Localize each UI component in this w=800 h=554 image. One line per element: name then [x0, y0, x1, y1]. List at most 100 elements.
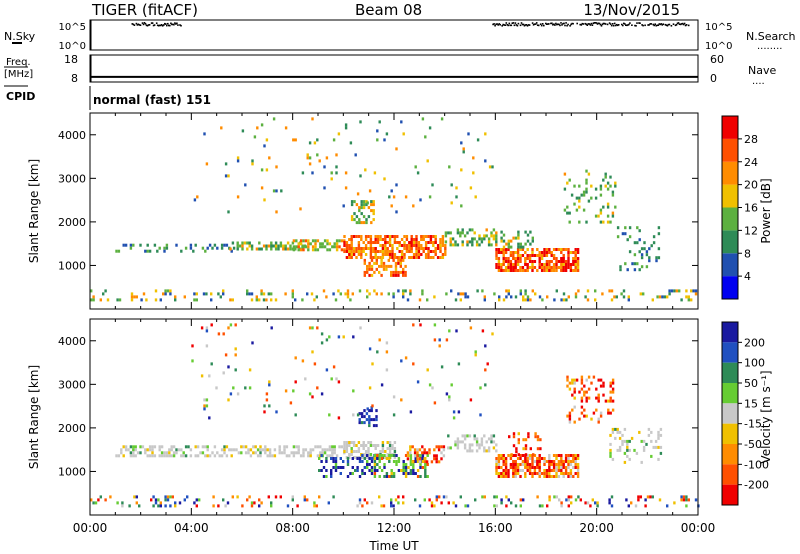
data-cell [536, 254, 539, 257]
data-cell [487, 437, 491, 441]
data-cell [473, 231, 476, 235]
data-cell [519, 248, 522, 251]
data-cell [531, 463, 534, 466]
data-cell [408, 247, 411, 250]
data-cell [240, 445, 243, 449]
data-cell [582, 208, 586, 212]
data-cell [367, 206, 371, 210]
data-cell [621, 442, 624, 446]
data-cell [519, 269, 522, 272]
data-cell [444, 244, 447, 247]
data-cell [325, 475, 328, 478]
data-cell [346, 295, 350, 299]
data-cell [507, 292, 510, 296]
data-cell [424, 463, 427, 466]
data-cell [311, 350, 314, 354]
data-cell [358, 412, 361, 416]
data-cell [342, 460, 345, 463]
data-cell [314, 242, 317, 246]
data-cell [409, 448, 412, 452]
data-cell [388, 235, 392, 238]
data-cell [433, 457, 436, 461]
data-cell [563, 172, 567, 176]
nsky-point [676, 22, 679, 25]
data-cell [304, 448, 308, 452]
data-cell [342, 204, 345, 208]
data-cell [618, 448, 622, 452]
data-cell [353, 212, 356, 216]
data-cell [555, 269, 558, 272]
data-cell [440, 501, 443, 505]
data-cell [297, 245, 300, 249]
data-cell [288, 454, 291, 458]
data-cell [456, 446, 460, 450]
data-cell [528, 266, 532, 269]
data-cell [433, 295, 436, 299]
data-cell [545, 460, 549, 463]
data-cell [614, 436, 617, 440]
nsky-point [557, 23, 559, 25]
data-cell [500, 236, 503, 240]
data-cell [497, 475, 501, 478]
data-cell [292, 451, 296, 455]
data-cell [330, 475, 333, 478]
data-cell [594, 187, 598, 191]
data-cell [301, 359, 305, 363]
nsky-point [548, 23, 550, 25]
data-cell [432, 244, 435, 247]
data-cell [229, 298, 232, 302]
data-cell [585, 169, 588, 173]
data-cell [407, 466, 410, 469]
data-cell [545, 251, 549, 254]
data-cell [564, 469, 568, 472]
data-cell [247, 451, 250, 455]
data-cell [397, 501, 400, 505]
data-cell [512, 236, 515, 240]
data-cell [217, 332, 221, 336]
data-cell [392, 270, 395, 274]
data-cell [509, 463, 513, 466]
data-cell [514, 260, 517, 263]
nsky-point [553, 23, 555, 25]
data-cell [139, 243, 142, 247]
data-cell [369, 256, 373, 259]
data-cell [246, 247, 249, 251]
data-cell [345, 447, 349, 450]
data-cell [417, 250, 421, 253]
data-cell [170, 448, 173, 452]
data-cell [483, 434, 486, 438]
data-cell [638, 268, 641, 272]
nsky-point [148, 24, 151, 26]
data-cell [609, 384, 612, 388]
data-cell [392, 454, 396, 457]
data-cell [626, 445, 629, 449]
nsky-point [635, 25, 637, 27]
data-cell [479, 413, 482, 417]
data-cell [316, 239, 320, 243]
data-cell [360, 412, 364, 416]
data-cell [505, 504, 508, 508]
data-cell [271, 454, 274, 458]
data-cell [194, 445, 197, 449]
data-cell [379, 244, 382, 247]
data-cell [666, 504, 669, 508]
data-cell [357, 447, 361, 450]
data-cell [409, 469, 413, 472]
data-cell [514, 251, 517, 254]
data-cell [410, 250, 413, 253]
data-cell [118, 298, 122, 302]
data-cell [310, 292, 314, 296]
data-cell [467, 132, 470, 136]
data-cell [368, 347, 372, 351]
data-cell [590, 417, 593, 421]
nsky-point [684, 24, 687, 27]
data-cell [495, 469, 498, 472]
data-cell [576, 466, 580, 469]
data-cell [447, 501, 450, 505]
data-cell [187, 445, 190, 449]
data-cell [526, 298, 530, 302]
data-cell [350, 250, 353, 253]
data-cell [504, 475, 508, 478]
data-cell [152, 504, 155, 508]
data-cell [568, 178, 571, 182]
